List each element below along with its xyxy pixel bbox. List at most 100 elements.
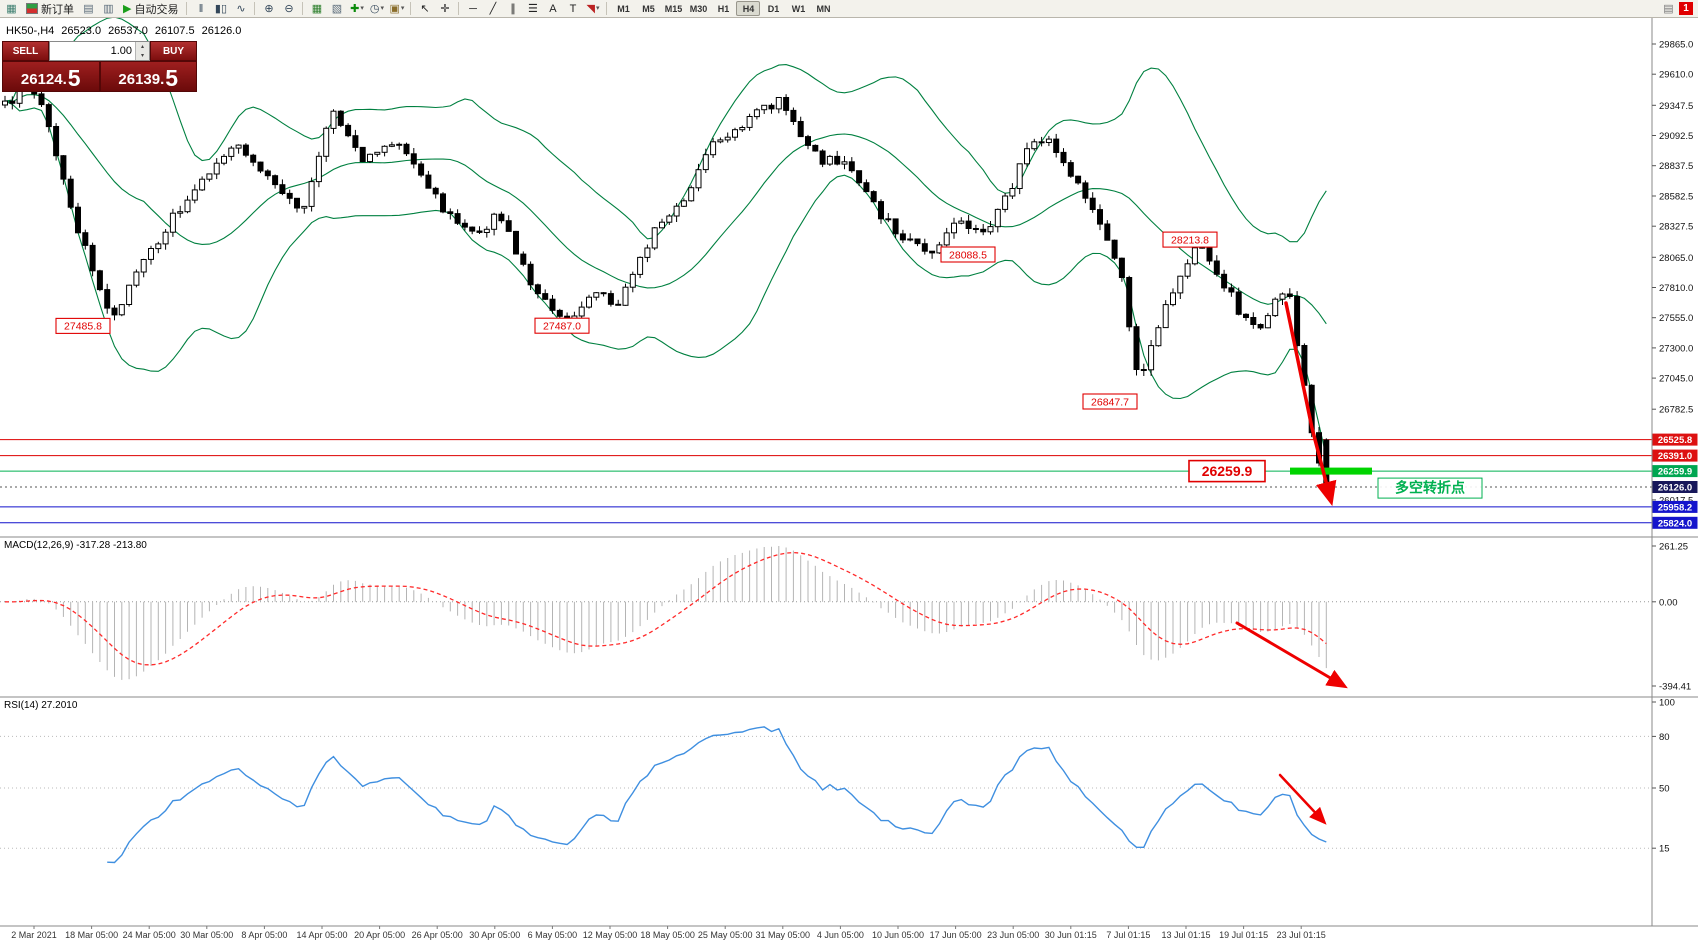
svg-text:26126.0: 26126.0 [1658,483,1692,494]
buy-price-panel[interactable]: 26139. 5 [99,61,197,92]
svg-text:28088.5: 28088.5 [949,249,987,261]
crosshair-icon[interactable]: ✛ [440,2,450,15]
rsi-label: RSI(14) 27.2010 [4,700,77,711]
timeframe-m30-button[interactable]: M30 [689,3,708,14]
horizontal-line-icon[interactable]: ─ [469,2,477,15]
alerts-icon[interactable]: ▤ [1663,2,1674,15]
templates-icon[interactable]: ▣ ▾ [389,2,405,15]
chart-canvas[interactable]: 29865.0 29610.0 29347.5 29092.5 28837.5 28582… [0,18,1698,942]
bar-chart-icon[interactable]: ‖ [198,2,204,15]
buy-price-big-digit: 5 [165,65,179,91]
autotrading-button[interactable]: ▶ 自动交易 [119,1,182,17]
profiles-icon[interactable]: ▥ [103,2,114,15]
zoom-out-icon[interactable]: ⊖ [284,2,294,15]
macd-label-text: MACD(12,26,9) -317.28 -213.80 [4,540,147,551]
svg-text:26 Apr 05:00: 26 Apr 05:00 [412,930,463,940]
timeframe-m5-button[interactable]: M5 [642,3,655,14]
line-chart-icon[interactable]: ∿ [236,2,246,15]
svg-text:50: 50 [1659,784,1670,795]
volume-input[interactable]: 1.00 ▴ ▾ [49,41,150,61]
svg-text:27555.0: 27555.0 [1659,313,1693,324]
auto-arrange-icon[interactable]: ▧ [331,2,343,15]
chart-window-icon[interactable]: ▦ [6,2,17,15]
price-badge: 26391.0 [1652,449,1698,462]
svg-text:28327.5: 28327.5 [1659,222,1693,233]
volume-increase-button[interactable]: ▴ [136,42,149,51]
svg-text:15: 15 [1659,844,1670,855]
candlestick-chart-icon[interactable]: ▮▯ [214,2,228,15]
svg-text:26847.7: 26847.7 [1091,396,1129,408]
text-icon[interactable]: A [549,2,557,15]
toolbar-separator [302,2,304,15]
symbol-ohlc-header: HK50-,H4 26523.0 26537.0 26107.5 26126.0 [6,25,248,37]
dropdown-caret-icon: ▾ [380,4,385,12]
trend-arrow-main [1284,301,1337,507]
svg-text:30 Jun 01:15: 30 Jun 01:15 [1045,930,1097,940]
toolbar-separator [410,2,412,15]
periods-icon[interactable]: ◷ ▾ [369,2,385,15]
price-badge: 25958.2 [1652,500,1698,513]
tile-windows-icon[interactable]: ▦ [311,2,323,15]
new-order-button[interactable]: 新订单 [22,1,78,17]
svg-text:31 May 05:00: 31 May 05:00 [756,930,811,940]
time-scale[interactable]: 2 Mar 2021 18 Mar 05:00 24 Mar 05:00 30 Mar… [11,926,1326,940]
toolbar-separator [186,2,188,15]
svg-text:18 May 05:00: 18 May 05:00 [640,930,695,940]
sell-button[interactable]: SELL [2,41,49,61]
arrow-shapes-icon[interactable]: ◥ ▾ [586,2,600,15]
dropdown-caret-icon: ▾ [595,4,600,12]
timeframe-h4-button[interactable]: H4 [736,1,761,16]
svg-text:20 Apr 05:00: 20 Apr 05:00 [354,930,405,940]
price-scale[interactable]: 29865.0 29610.0 29347.5 29092.5 28837.5 28582… [1652,40,1698,855]
timeframe-mn-button[interactable]: MN [816,3,831,14]
svg-text:29865.0: 29865.0 [1659,40,1693,51]
sell-price-panel[interactable]: 26124. 5 [2,61,100,92]
equidistant-channel-icon[interactable]: ∥ [510,2,516,15]
macd-label: MACD(12,26,9) -317.28 -213.80 [4,540,147,551]
svg-text:7 Jul 01:15: 7 Jul 01:15 [1106,930,1150,940]
chart-window: 29865.0 29610.0 29347.5 29092.5 28837.5 28582… [0,18,1698,942]
rsi-label-text: RSI(14) 27.2010 [4,700,78,711]
timeframe-m1-button[interactable]: M1 [617,3,630,14]
charts-grid-icon[interactable]: ▤ [83,2,94,15]
zoom-in-icon[interactable]: ⊕ [264,2,274,15]
svg-text:27300.0: 27300.0 [1659,343,1693,354]
buy-button[interactable]: BUY [150,41,197,61]
macd-panel [0,546,1652,680]
sell-price-main: 26124. [20,71,67,88]
volume-value[interactable]: 1.00 [110,45,132,57]
dropdown-caret-icon: ▾ [400,4,405,12]
svg-text:27810.0: 27810.0 [1659,283,1693,294]
timeframe-h1-button[interactable]: H1 [717,3,730,14]
price-annotation-box [1082,393,1138,410]
toolbar-separator [606,2,608,15]
notification-badge[interactable]: 1 [1679,2,1693,15]
svg-text:28837.5: 28837.5 [1659,161,1693,172]
fibonacci-icon[interactable]: ☰ [528,2,538,15]
cursor-icon[interactable]: ↖ [420,2,430,15]
svg-text:30 Mar 05:00: 30 Mar 05:00 [180,930,233,940]
timeframe-w1-button[interactable]: W1 [791,3,806,14]
svg-text:24 Mar 05:00: 24 Mar 05:00 [123,930,176,940]
svg-text:30 Apr 05:00: 30 Apr 05:00 [469,930,520,940]
indicators-add-icon[interactable]: ✚ ▾ [350,2,364,15]
symbol-period: HK50-,H4 [6,25,55,37]
text-label-icon[interactable]: T [569,2,577,15]
svg-text:27485.8: 27485.8 [64,321,102,333]
price-annotation-box [534,317,590,334]
timeframe-m15-button[interactable]: M15 [664,3,683,14]
price-badge: 26525.8 [1652,433,1698,446]
bollinger-bands [4,18,1327,458]
price-badge: 25824.0 [1652,516,1698,529]
rsi-panel [0,726,1652,864]
trendline-icon[interactable]: ╱ [489,2,497,15]
svg-text:29347.5: 29347.5 [1659,101,1693,112]
new-order-label: 新订单 [41,3,74,16]
svg-text:27487.0: 27487.0 [543,321,581,333]
timeframe-d1-button[interactable]: D1 [767,3,780,14]
price-annotation-box [1162,231,1218,248]
svg-text:18 Mar 05:00: 18 Mar 05:00 [65,930,118,940]
svg-text:12 May 05:00: 12 May 05:00 [583,930,638,940]
ohlc-low: 26107.5 [154,25,195,37]
volume-decrease-button[interactable]: ▾ [136,51,149,60]
